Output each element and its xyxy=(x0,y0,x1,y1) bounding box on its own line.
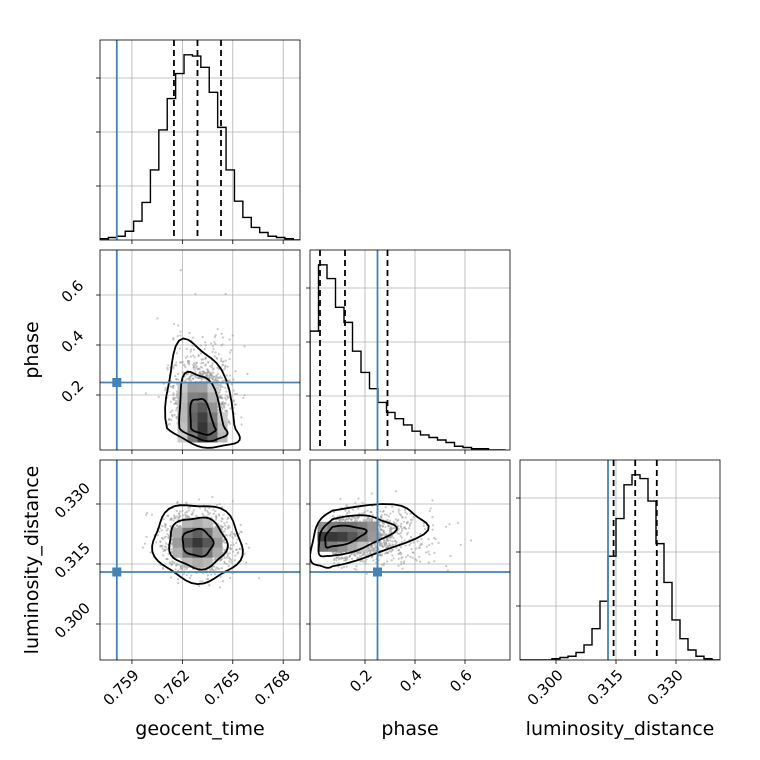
hist-panel-luminosity-distance: 0.300 0.315 0.330 xyxy=(516,459,721,709)
hist-panel-geocent-time xyxy=(96,39,301,244)
tick-label-y: 0.4 xyxy=(58,327,88,357)
x-axis-label-luminosity-distance: luminosity_distance xyxy=(526,718,715,740)
contour-line xyxy=(178,370,229,443)
hist-plot-area xyxy=(100,40,300,240)
contour-line xyxy=(189,397,217,436)
y-axis-label-luminosity-distance: luminosity_distance xyxy=(21,466,43,655)
truth-marker xyxy=(112,567,122,577)
tick-label-x: 0.300 xyxy=(524,666,567,709)
tick-label-y: 0.315 xyxy=(51,539,94,582)
contour-line xyxy=(324,524,368,549)
tick-label-y: 0.300 xyxy=(51,599,94,642)
tick-label-x: 0.765 xyxy=(201,666,244,709)
histogram-step xyxy=(520,474,720,660)
contour-line xyxy=(181,527,215,558)
tick-label-x: 0.315 xyxy=(584,666,627,709)
tick-label-x: 0.6 xyxy=(446,666,476,696)
scatter-plot-area xyxy=(100,460,300,660)
truth-marker xyxy=(373,567,382,577)
histogram-step xyxy=(310,264,506,450)
tick-label-x: 0.762 xyxy=(150,666,193,709)
panel-frame xyxy=(309,249,511,451)
tick-label-y: 0.2 xyxy=(58,377,88,407)
tick-label-y: 0.330 xyxy=(51,479,94,522)
hist-plot-area xyxy=(520,460,720,660)
scatter-panel-geocent-time-vs-phase: 0.2 0.4 0.6 xyxy=(58,249,301,454)
truth-marker xyxy=(112,378,122,387)
panel-frame xyxy=(309,459,511,661)
histogram-step xyxy=(100,54,300,240)
scatter-plot-area xyxy=(100,250,300,450)
tick-label-x: 0.759 xyxy=(100,666,143,709)
scatter-plot-area xyxy=(310,460,510,660)
panel-frame xyxy=(99,249,301,451)
y-axis-label-phase: phase xyxy=(21,321,43,378)
tick-label-x: 0.4 xyxy=(396,666,426,696)
x-axis-label-geocent-time: geocent_time xyxy=(135,718,264,740)
contour-line xyxy=(317,514,398,558)
scatter-panel-geocent-time-vs-luminosity-distance: 0.759 0.762 0.765 0.768 0.300 0.315 0.330 xyxy=(51,459,301,709)
hist-panel-phase xyxy=(306,249,511,454)
scatter-panel-phase-vs-luminosity-distance: 0.2 0.4 0.6 xyxy=(306,459,511,696)
contour-line xyxy=(151,504,244,586)
tick-label-x: 0.330 xyxy=(644,666,687,709)
panel-frame xyxy=(519,459,721,661)
contour-line xyxy=(164,337,241,449)
contour-line xyxy=(168,516,229,571)
panel-frame xyxy=(99,39,301,241)
tick-label-x: 0.768 xyxy=(251,666,294,709)
x-axis-label-phase: phase xyxy=(381,718,438,740)
tick-label-x: 0.2 xyxy=(346,666,376,696)
tick-label-y: 0.6 xyxy=(58,277,88,307)
panel-frame xyxy=(99,459,301,661)
hist-plot-area xyxy=(310,250,506,450)
